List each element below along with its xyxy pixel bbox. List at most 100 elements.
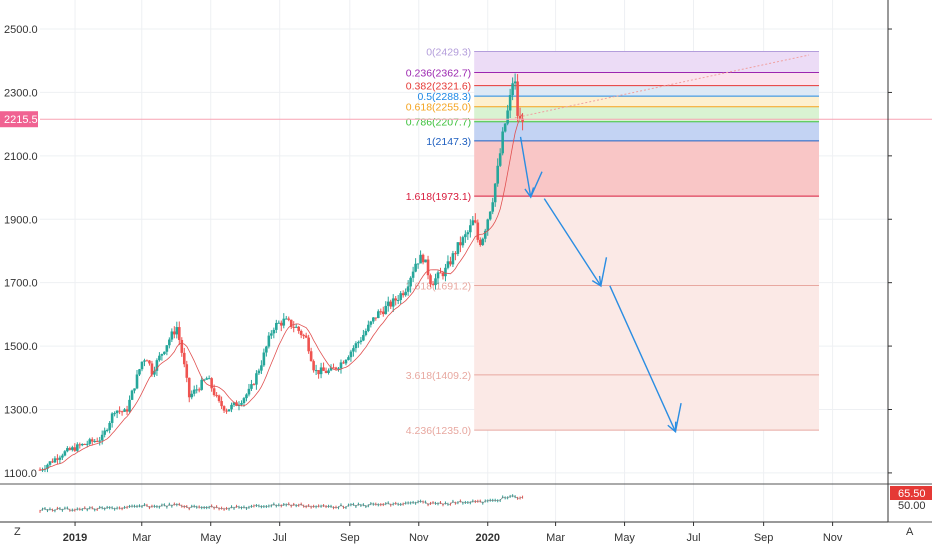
candle-body bbox=[245, 394, 248, 399]
fib-zone bbox=[474, 140, 820, 197]
candle-body bbox=[327, 370, 330, 373]
candle bbox=[391, 294, 395, 312]
candle bbox=[511, 77, 514, 101]
candle-body bbox=[133, 388, 136, 391]
candle-body bbox=[205, 378, 208, 380]
candle-body bbox=[317, 370, 320, 375]
candle-body bbox=[145, 360, 149, 362]
candle bbox=[80, 443, 84, 447]
time-tick-label: 2020 bbox=[476, 532, 500, 544]
candle-body bbox=[150, 363, 154, 375]
candle-body bbox=[93, 440, 97, 442]
candle-body bbox=[324, 370, 328, 373]
candle bbox=[451, 250, 455, 268]
candle-body bbox=[364, 330, 368, 336]
candle bbox=[496, 158, 499, 187]
candle-body bbox=[56, 458, 59, 460]
candle bbox=[200, 376, 203, 391]
candle bbox=[100, 430, 104, 445]
candle-body bbox=[376, 311, 380, 319]
candle bbox=[304, 332, 308, 339]
candle-body bbox=[411, 271, 415, 278]
arrow-shaft bbox=[609, 285, 677, 432]
fib-zone bbox=[474, 196, 820, 286]
candle bbox=[349, 349, 353, 362]
candle bbox=[399, 291, 402, 304]
candle-body bbox=[508, 95, 512, 111]
candle bbox=[225, 408, 228, 414]
time-tick-label: Jul bbox=[686, 532, 700, 544]
price-axis: 2500.0 2300.0 2100.0 1900.0 1700.0 1500.0 1300… bbox=[0, 0, 932, 522]
candle-body bbox=[267, 335, 271, 347]
candle bbox=[309, 347, 313, 362]
price-tick-label: 2500.0 bbox=[4, 24, 38, 36]
candle-body bbox=[177, 327, 181, 340]
candle-body bbox=[307, 337, 310, 352]
candle bbox=[170, 328, 174, 343]
candle-body bbox=[474, 220, 477, 223]
price-badge-bg bbox=[0, 111, 38, 128]
candle bbox=[53, 456, 57, 464]
candle-body bbox=[212, 388, 216, 396]
candle-body bbox=[78, 444, 82, 446]
candle-body bbox=[200, 379, 203, 390]
candle-body bbox=[230, 404, 233, 410]
candle bbox=[312, 359, 315, 373]
candle bbox=[130, 389, 134, 401]
candle bbox=[362, 329, 365, 342]
candle-body bbox=[95, 440, 99, 442]
candle-body bbox=[347, 357, 350, 360]
fib-zone bbox=[474, 374, 820, 431]
candle-body bbox=[354, 343, 358, 349]
timezone-toggle-button[interactable]: Z bbox=[14, 526, 21, 538]
candle-body bbox=[446, 261, 450, 268]
auto-scale-button[interactable]: A bbox=[906, 526, 914, 538]
price-tick-label: 1300.0 bbox=[4, 404, 38, 416]
candle-body bbox=[384, 305, 388, 315]
candle-body bbox=[182, 352, 186, 365]
indicator-value-badge bbox=[890, 486, 932, 500]
price-tick-label: 1500.0 bbox=[4, 341, 38, 353]
candle-body bbox=[225, 410, 228, 412]
fib-zone bbox=[474, 96, 820, 107]
candle-body bbox=[349, 351, 353, 358]
candle bbox=[190, 390, 194, 400]
candle-body bbox=[511, 83, 514, 96]
candle-body bbox=[38, 469, 42, 471]
candle bbox=[140, 361, 144, 372]
candle bbox=[469, 219, 472, 238]
candle-body bbox=[53, 458, 57, 463]
candle-body bbox=[451, 253, 455, 265]
candle bbox=[175, 321, 179, 339]
candle-body bbox=[297, 326, 300, 331]
candle bbox=[255, 370, 258, 390]
candle bbox=[483, 228, 487, 243]
candle-body bbox=[73, 447, 77, 451]
candle-body bbox=[108, 422, 111, 430]
candle-body bbox=[275, 322, 278, 330]
candle bbox=[76, 442, 79, 452]
candle bbox=[374, 317, 378, 321]
candle-body bbox=[252, 384, 256, 386]
fib-level-label: 0.236(2362.7) bbox=[406, 68, 471, 80]
candle-body bbox=[105, 429, 109, 431]
candle-body bbox=[217, 395, 221, 402]
candle bbox=[419, 250, 422, 264]
candle-body bbox=[140, 361, 144, 370]
candle bbox=[436, 270, 440, 285]
candle-body bbox=[483, 230, 487, 239]
candle-body bbox=[461, 237, 465, 246]
candle bbox=[317, 370, 320, 379]
candle bbox=[95, 437, 99, 443]
candle bbox=[247, 383, 251, 397]
candle-body bbox=[135, 374, 139, 389]
candle-body bbox=[359, 340, 363, 342]
candle-body bbox=[476, 222, 480, 240]
candle-body bbox=[372, 317, 375, 322]
candle-body bbox=[227, 409, 231, 412]
fib-zone bbox=[474, 106, 820, 122]
candle bbox=[275, 319, 278, 334]
candle bbox=[118, 406, 121, 415]
